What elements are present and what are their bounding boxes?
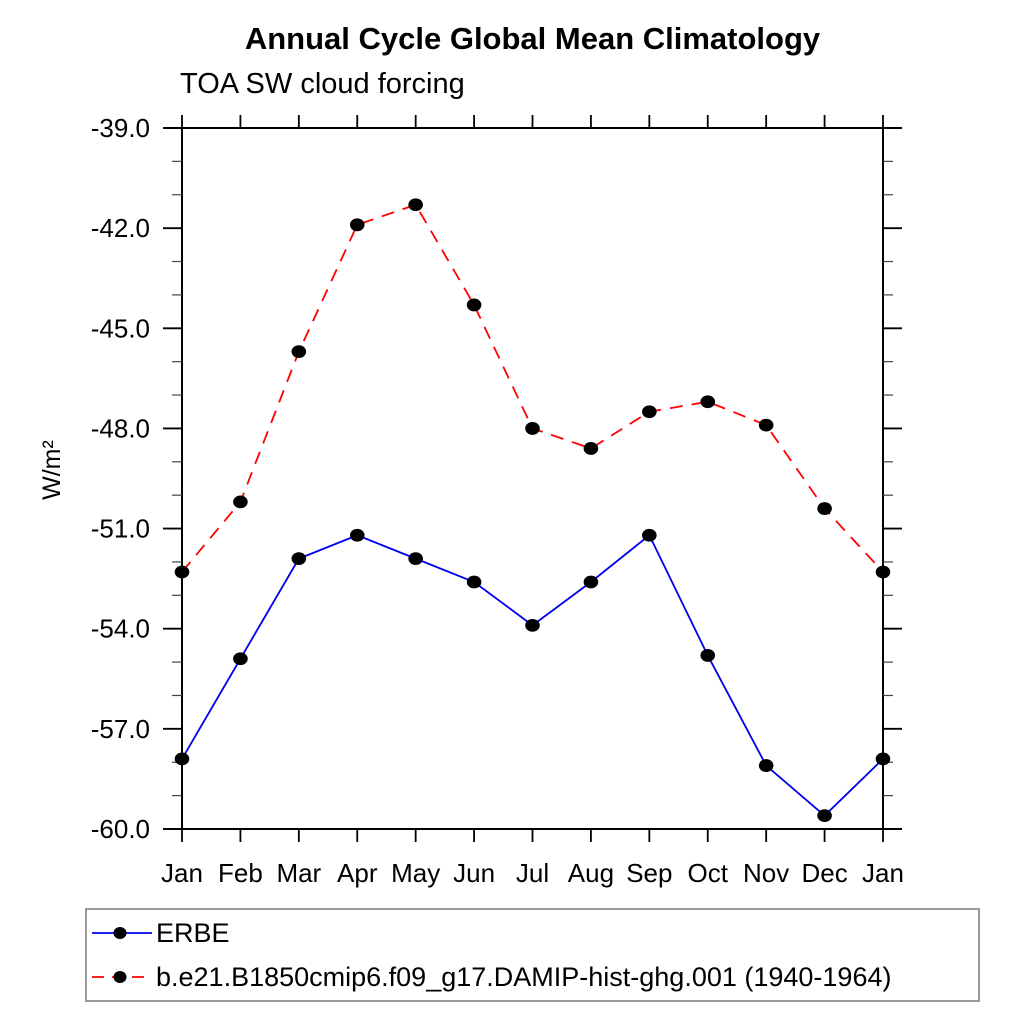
chart-title: Annual Cycle Global Mean Climatology [244,21,821,56]
data-point-marker [349,528,365,542]
data-point-marker [174,752,190,766]
x-tick-label: Jul [516,858,549,888]
x-tick-label: Apr [337,858,378,888]
legend-label: b.e21.B1850cmip6.f09_g17.DAMIP-hist-ghg.… [156,961,892,992]
data-point-marker [875,752,891,766]
x-tick-label: May [391,858,440,888]
legend-label: ERBE [156,917,230,948]
axis-frame [181,127,884,830]
data-point-marker [758,418,774,432]
data-point-marker [758,759,774,772]
legend-item: b.e21.B1850cmip6.f09_g17.DAMIP-hist-ghg.… [91,957,978,997]
legend-marker-dot [113,927,127,939]
data-point-marker [291,345,307,359]
x-tick-label: Dec [801,858,847,888]
data-point-marker [583,442,599,455]
x-tick-label: Nov [743,858,789,888]
data-point-marker [349,218,365,232]
data-point-marker [408,198,423,212]
legend-marker-dot [113,971,127,983]
y-tick-label: -60.0 [91,814,150,844]
data-point-marker [700,395,716,409]
x-tick-label: Jan [862,858,904,888]
data-point-marker [291,552,307,566]
legend-item: ERBE [91,913,978,953]
series-line-0 [181,533,884,817]
x-tick-label: Aug [568,858,614,888]
y-tick-label: -51.0 [91,514,150,544]
data-point-marker [642,405,657,419]
x-tick-label: Feb [218,858,263,888]
x-tick-label: Jun [453,858,495,888]
x-tick-label: Sep [626,858,672,888]
data-point-marker [408,552,423,566]
chart-subtitle: TOA SW cloud forcing [180,68,465,100]
data-point-marker [700,649,716,662]
data-point-marker [233,495,248,509]
data-point-marker [233,652,248,666]
x-tick-label: Mar [276,858,321,888]
data-point-marker [466,298,482,312]
data-point-marker [466,575,482,589]
data-point-marker [525,422,540,435]
legend-line-sample [92,971,152,983]
y-tick-label: -45.0 [91,313,150,343]
legend: ERBE b.e21.B1850cmip6.f09_g17.DAMIP-hist-… [85,908,980,1002]
y-tick-label: -42.0 [91,213,150,243]
y-tick-label: -54.0 [91,614,150,644]
data-point-marker [817,809,832,823]
data-point-marker [583,575,599,589]
x-tick-label: Oct [688,858,729,888]
y-tick-label: -39.0 [91,113,150,143]
series-line-1 [181,203,884,573]
data-point-marker [642,528,657,542]
data-point-marker [525,618,540,632]
y-tick-label: -48.0 [91,413,150,443]
data-point-marker [817,502,832,515]
data-point-marker [174,565,190,579]
legend-line-sample [92,927,152,939]
y-tick-label: -57.0 [91,714,150,744]
x-tick-label: Jan [161,858,203,888]
data-point-marker [875,565,891,579]
